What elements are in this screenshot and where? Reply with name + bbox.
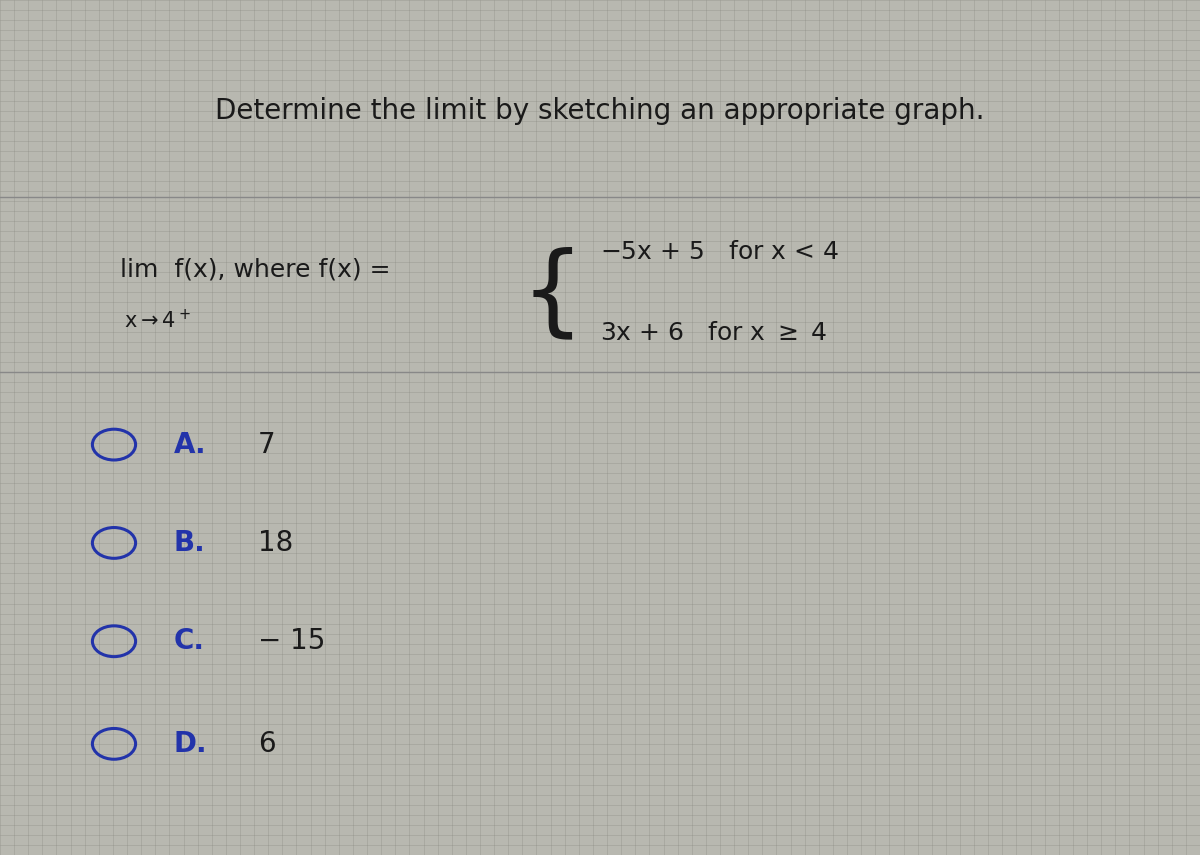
Text: C.: C.: [174, 628, 205, 655]
Text: {: {: [520, 246, 584, 344]
Text: 7: 7: [258, 431, 276, 458]
Text: A.: A.: [174, 431, 206, 458]
Text: x$\rightarrow$4$^+$: x$\rightarrow$4$^+$: [124, 309, 191, 333]
Text: 6: 6: [258, 730, 276, 758]
Text: $-$5x + 5   for x < 4: $-$5x + 5 for x < 4: [600, 240, 839, 264]
Text: D.: D.: [174, 730, 208, 758]
Text: − 15: − 15: [258, 628, 325, 655]
Text: 18: 18: [258, 529, 293, 557]
Text: B.: B.: [174, 529, 205, 557]
Text: lim  f(x), where f(x) =: lim f(x), where f(x) =: [120, 257, 390, 281]
Text: 3x + 6   for x $\geq$ 4: 3x + 6 for x $\geq$ 4: [600, 321, 828, 345]
Text: Determine the limit by sketching an appropriate graph.: Determine the limit by sketching an appr…: [215, 97, 985, 125]
